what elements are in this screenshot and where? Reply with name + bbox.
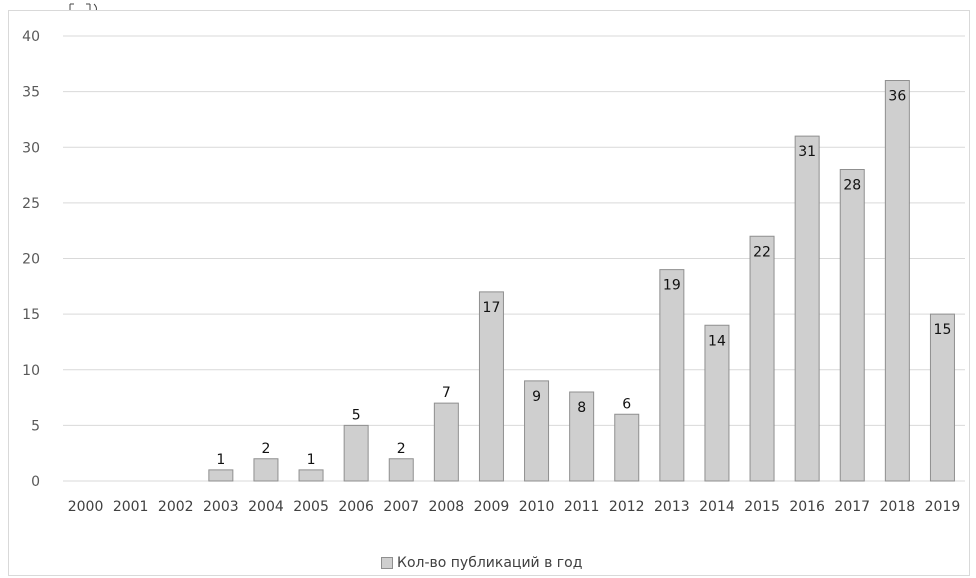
- y-tick-label: 5: [31, 418, 40, 434]
- data-label-2003: 1: [216, 452, 225, 468]
- data-label-2011: 8: [577, 400, 586, 416]
- x-tick-label: 2007: [383, 499, 419, 515]
- y-tick-label: 35: [22, 85, 40, 101]
- data-label-2013: 19: [663, 278, 681, 294]
- cropped-caption-glyphs: [69, 3, 97, 12]
- x-tick-label: 2017: [834, 499, 870, 515]
- gridlines: [63, 35, 965, 482]
- data-label-2018: 36: [888, 89, 906, 105]
- bar-2013: [659, 269, 685, 482]
- x-tick-label: 2008: [429, 499, 465, 515]
- y-tick-label: 0: [31, 474, 40, 490]
- bar-2006: [343, 424, 369, 482]
- bar-2018: [884, 80, 910, 482]
- bar-2003: [208, 469, 234, 482]
- data-label-2016: 31: [798, 144, 816, 160]
- bar-2012: [614, 413, 640, 482]
- y-axis-ticks: 0 5 10 15 20 25 30 35 40: [22, 29, 40, 490]
- x-tick-label: 2003: [203, 499, 239, 515]
- data-label-2010: 9: [532, 389, 541, 405]
- data-label-2017: 28: [843, 178, 861, 194]
- data-label-2012: 6: [622, 396, 631, 412]
- x-tick-label: 2000: [68, 499, 104, 515]
- bar-2010: [524, 380, 550, 482]
- data-label-2009: 17: [483, 300, 501, 316]
- data-label-2007: 2: [397, 441, 406, 457]
- y-tick-label: 30: [22, 140, 40, 156]
- y-tick-label: 40: [22, 29, 40, 45]
- bar-2016: [794, 135, 820, 482]
- y-tick-label: 20: [22, 252, 40, 268]
- x-tick-label: 2002: [158, 499, 194, 515]
- x-tick-label: 2012: [609, 499, 645, 515]
- x-tick-label: 2001: [113, 499, 149, 515]
- data-label-2004: 2: [261, 441, 270, 457]
- bar-2011: [569, 391, 595, 482]
- legend: Кол-во публикаций в год: [381, 553, 582, 573]
- bars: [208, 80, 955, 482]
- x-tick-label: 2010: [519, 499, 555, 515]
- data-label-2008: 7: [442, 385, 451, 401]
- top-text-fragment: [0, 0, 976, 12]
- x-tick-label: 2006: [338, 499, 374, 515]
- y-tick-label: 15: [22, 307, 40, 323]
- bar-2005: [298, 469, 324, 482]
- data-label-2005: 1: [307, 452, 316, 468]
- bar-2017: [839, 169, 865, 482]
- legend-swatch: [381, 557, 393, 569]
- data-label-2014: 14: [708, 333, 726, 349]
- y-tick-label: 10: [22, 363, 40, 379]
- data-label-2015: 22: [753, 244, 771, 260]
- bar-2015: [749, 235, 775, 482]
- x-tick-label: 2018: [880, 499, 916, 515]
- bar-2019: [929, 313, 955, 482]
- x-tick-label: 2013: [654, 499, 690, 515]
- legend-label: Кол-во публикаций в год: [397, 555, 583, 571]
- bar-2007: [388, 458, 414, 482]
- x-tick-label: 2004: [248, 499, 284, 515]
- bar-2004: [253, 458, 279, 482]
- bar-2009: [478, 291, 504, 482]
- x-tick-label: 2014: [699, 499, 735, 515]
- x-axis-ticks: 2000 2001 2002 2003 2004 2005 2006 2007 2008 2009…: [68, 499, 961, 515]
- x-tick-label: 2009: [474, 499, 510, 515]
- y-tick-label: 25: [22, 196, 40, 212]
- x-tick-label: 2015: [744, 499, 780, 515]
- data-label-2006: 5: [352, 407, 361, 423]
- x-tick-label: 2005: [293, 499, 329, 515]
- x-tick-label: 2016: [789, 499, 825, 515]
- bar-2008: [433, 402, 459, 482]
- data-label-2019: 15: [934, 322, 952, 338]
- chart-frame: 0 5 10 15 20 25 30 35 40 1 2 1 5 2 7 17 9 8 6 19 14 22 31 28 36…: [8, 10, 970, 576]
- x-tick-label: 2011: [564, 499, 600, 515]
- x-tick-label: 2019: [925, 499, 961, 515]
- bar-2014: [704, 324, 730, 482]
